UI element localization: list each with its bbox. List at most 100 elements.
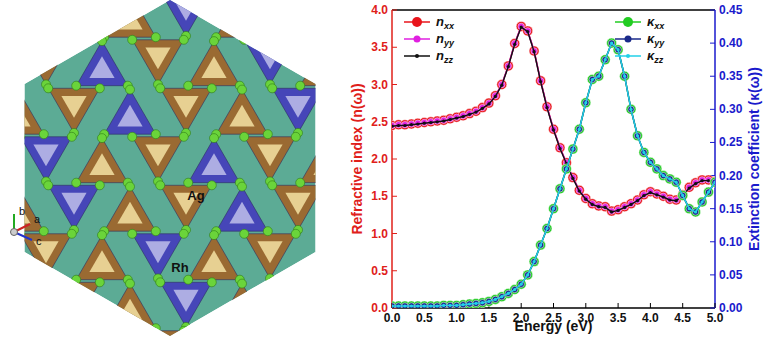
series-marker xyxy=(680,192,686,198)
series-marker xyxy=(549,124,559,134)
atom xyxy=(322,37,331,46)
atom xyxy=(98,328,107,337)
series-marker xyxy=(403,304,406,307)
legend-key-marker xyxy=(625,36,632,43)
legend-label: nzz xyxy=(436,48,453,65)
atom xyxy=(98,134,107,143)
polyhedron xyxy=(132,331,184,337)
atom xyxy=(11,275,20,284)
atom xyxy=(319,84,328,93)
atom xyxy=(352,35,361,44)
series-marker xyxy=(686,206,692,212)
atom xyxy=(128,326,137,335)
series-marker xyxy=(410,304,413,307)
x-axis-label: Energy (eV) xyxy=(515,318,593,334)
series-marker xyxy=(600,55,610,65)
atom xyxy=(67,132,76,141)
series-marker xyxy=(539,244,542,247)
polyhedron xyxy=(0,284,44,329)
y-axis-label: Refractive index (n(ω)) xyxy=(349,83,365,234)
polyhedron xyxy=(160,0,212,36)
series-marker xyxy=(707,191,710,194)
polyhedron xyxy=(440,187,492,232)
y2-tick xyxy=(710,43,715,44)
atom xyxy=(95,84,104,93)
legend-key-marker xyxy=(415,54,419,58)
atom xyxy=(263,324,272,333)
series-marker xyxy=(578,189,581,192)
series-marker xyxy=(523,270,533,280)
y-tick-label: 1.5 xyxy=(371,189,388,203)
series-marker xyxy=(494,298,497,301)
series-marker xyxy=(533,50,536,53)
series-marker xyxy=(474,302,477,305)
polyhedron xyxy=(272,185,324,230)
series-marker xyxy=(539,80,542,83)
polyhedron xyxy=(104,187,156,232)
x-tick xyxy=(618,303,619,308)
atom xyxy=(240,326,249,335)
polyhedron-face xyxy=(481,144,506,166)
atom xyxy=(464,35,473,44)
atom xyxy=(464,132,473,141)
atom xyxy=(11,178,20,187)
polyhedron-face xyxy=(89,250,114,272)
y-tick-label: 1.0 xyxy=(371,227,388,241)
polyhedron-face xyxy=(201,250,226,272)
series-marker xyxy=(520,26,523,29)
atom xyxy=(291,229,300,238)
atom xyxy=(462,85,471,94)
polyhedron xyxy=(160,88,212,133)
atom xyxy=(296,178,305,187)
atom xyxy=(291,326,300,335)
series-marker xyxy=(416,304,419,307)
series-marker xyxy=(423,304,426,307)
y-tick xyxy=(392,159,397,160)
series-marker xyxy=(610,210,613,213)
series-marker xyxy=(537,242,543,248)
series-marker xyxy=(392,304,394,307)
atom xyxy=(72,178,81,187)
atom xyxy=(238,279,247,288)
atom xyxy=(67,229,76,238)
atom xyxy=(403,132,412,141)
polyhedron xyxy=(188,41,240,86)
series-marker xyxy=(570,174,576,180)
atom xyxy=(240,35,249,44)
series-marker xyxy=(668,177,671,180)
atom xyxy=(319,181,328,190)
polyhedron-face xyxy=(0,56,3,78)
polyhedron xyxy=(300,138,352,183)
atom xyxy=(207,181,216,190)
series-marker xyxy=(623,75,626,78)
series-marker xyxy=(429,121,432,124)
polyhedron-face xyxy=(61,0,86,21)
series-marker xyxy=(494,95,497,98)
atom xyxy=(378,177,387,186)
series-marker xyxy=(584,101,587,104)
polyhedron xyxy=(188,138,240,183)
series-marker xyxy=(617,209,620,212)
atom xyxy=(487,130,496,139)
polyhedron-face xyxy=(313,250,338,272)
polyhedron xyxy=(20,331,72,337)
series-marker xyxy=(617,48,620,51)
y2-axis-label: Extinction coefficient (κ(ω)) xyxy=(746,67,762,251)
polyhedron-face xyxy=(173,290,198,312)
y2-tick-label: 0.10 xyxy=(719,235,743,249)
atom xyxy=(294,322,303,331)
series-marker xyxy=(597,75,600,78)
polyhedron-face xyxy=(285,193,310,215)
polyhedron xyxy=(216,187,268,232)
atom xyxy=(324,324,333,333)
series-marker xyxy=(697,197,707,207)
polyhedron-face xyxy=(313,153,338,175)
atom xyxy=(487,227,496,236)
atom xyxy=(324,33,333,42)
y2-tick-label: 0.40 xyxy=(719,36,743,50)
series-line xyxy=(392,43,715,306)
x-tick xyxy=(585,303,586,308)
atom xyxy=(14,85,23,94)
series-marker xyxy=(526,30,529,33)
series-marker xyxy=(542,224,552,234)
